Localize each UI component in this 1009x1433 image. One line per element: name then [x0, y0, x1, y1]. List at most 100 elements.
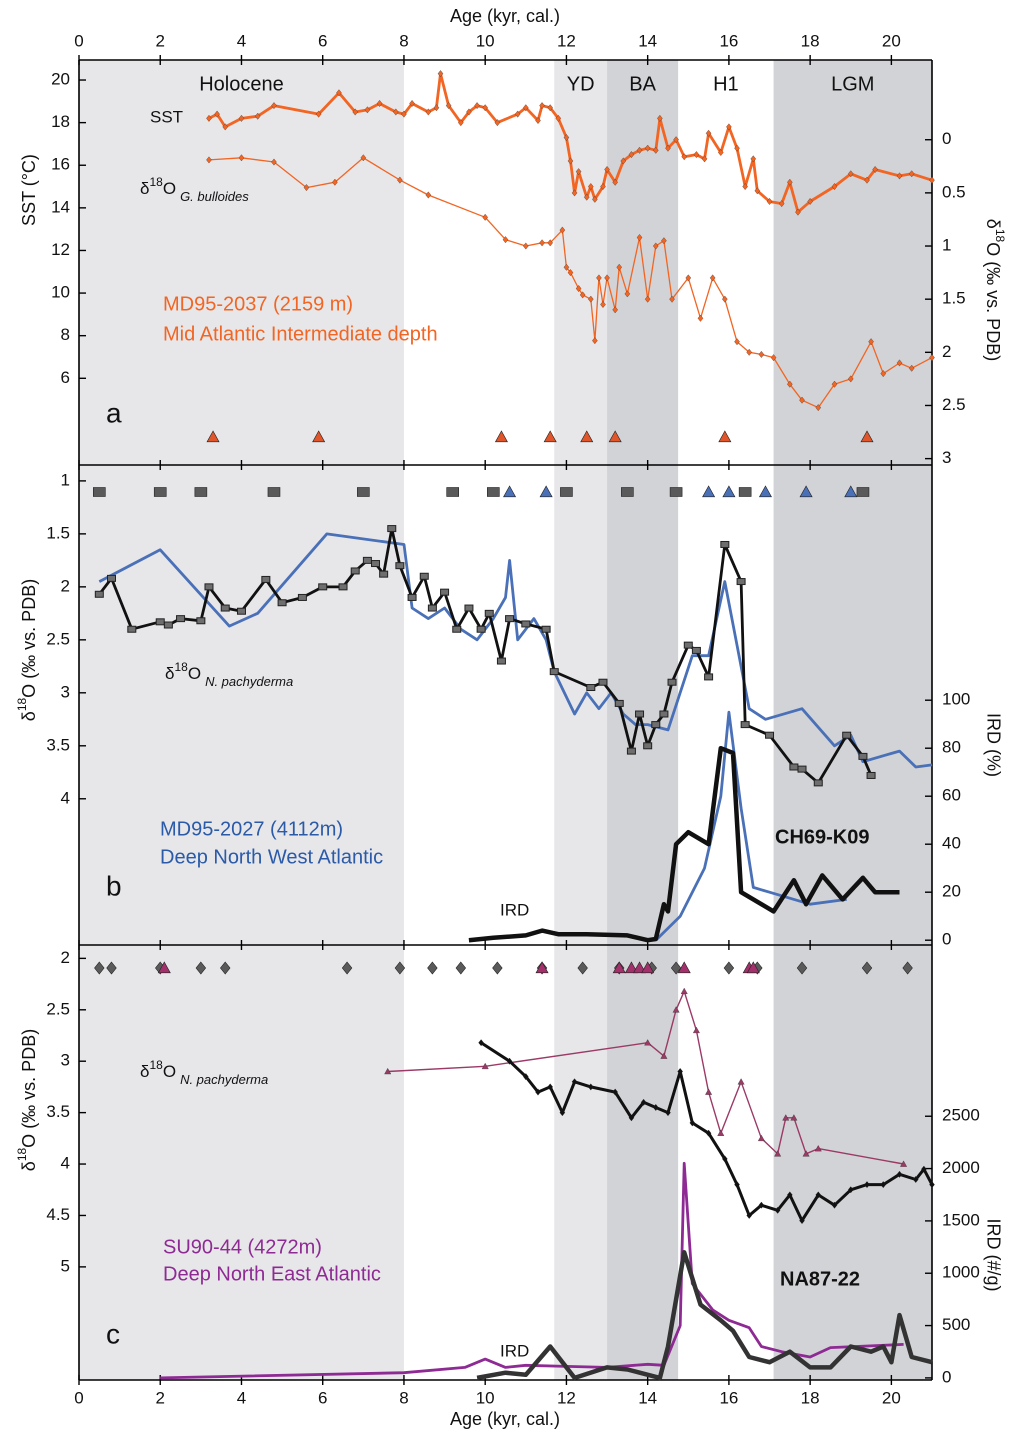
y2-tick-label: 40: [942, 834, 961, 853]
marker: [238, 154, 245, 162]
marker: [204, 583, 214, 591]
y-tick-label: 2: [61, 576, 70, 595]
marker: [737, 1078, 745, 1085]
period-label: H1: [713, 73, 739, 95]
marker: [872, 166, 878, 173]
marker: [567, 157, 574, 165]
x-tick-label: 10: [476, 31, 495, 50]
x-tick-label: 4: [237, 31, 246, 50]
age-control: [738, 487, 752, 497]
marker: [437, 70, 444, 78]
label-part: O (‰ vs. PDB): [19, 579, 39, 698]
age-control: [560, 487, 573, 497]
label-part: O: [163, 179, 176, 198]
age-control: [503, 485, 517, 498]
annotation: MD95-2027 (4112m): [160, 818, 343, 840]
marker: [494, 119, 501, 127]
marker: [196, 617, 206, 625]
x-tick-label: 12: [557, 1388, 576, 1407]
label-part: N. pachyderma: [205, 674, 293, 689]
period-label: YD: [567, 73, 595, 95]
age-control: [492, 961, 503, 975]
marker: [705, 1129, 712, 1137]
annotation: IRD: [500, 1341, 529, 1360]
marker: [709, 274, 716, 282]
marker: [155, 618, 165, 626]
marker: [214, 110, 220, 118]
y-axis-label: SST (°C): [19, 154, 39, 226]
marker: [360, 154, 367, 162]
age-control: [194, 487, 208, 497]
x-tick-label: 14: [638, 1388, 657, 1407]
age-control: [669, 487, 683, 497]
marker: [476, 625, 486, 633]
marker: [734, 1181, 740, 1189]
marker: [746, 348, 752, 356]
marker: [778, 200, 785, 208]
marker: [754, 187, 761, 195]
marker: [395, 562, 405, 570]
y-tick-label: 18: [51, 112, 70, 131]
x-tick-label: 16: [719, 1388, 738, 1407]
label-part: O: [188, 664, 201, 683]
marker: [583, 193, 590, 201]
marker: [271, 158, 277, 166]
marker: [628, 1114, 635, 1122]
marker: [547, 104, 553, 112]
marker: [220, 604, 230, 612]
marker: [547, 239, 553, 247]
marker: [799, 396, 805, 404]
age-control: [624, 961, 638, 974]
marker: [376, 100, 383, 107]
marker: [592, 195, 598, 203]
annotation: MD95-2037 (2159 m): [163, 293, 353, 315]
marker: [364, 106, 371, 114]
x-tick-label: 6: [318, 1388, 327, 1407]
x-tick-label: 0: [74, 1388, 83, 1407]
marker: [407, 593, 417, 601]
annotation: CH69-K09: [775, 826, 869, 848]
marker: [858, 752, 868, 760]
marker: [401, 110, 407, 118]
y-tick-label: 16: [51, 155, 70, 174]
marker: [598, 678, 608, 686]
marker: [896, 172, 903, 180]
marker: [697, 314, 704, 322]
label-part: 18: [993, 229, 1007, 243]
marker: [880, 1181, 887, 1189]
marker: [514, 110, 521, 118]
marker: [653, 242, 659, 250]
marker: [502, 236, 509, 244]
marker: [384, 1067, 392, 1075]
marker: [106, 574, 116, 582]
age-control: [94, 961, 105, 975]
marker: [535, 117, 541, 124]
y2-tick-label: 0.5: [942, 182, 966, 201]
marker: [848, 1186, 854, 1194]
y2-axis-label: IRD (#/g): [983, 1218, 1003, 1291]
marker: [651, 721, 661, 729]
marker: [746, 1212, 752, 1219]
y2-tick-label: 3: [942, 448, 951, 467]
age-control: [861, 961, 873, 975]
marker: [929, 354, 935, 362]
marker: [612, 1088, 618, 1096]
marker: [505, 615, 515, 623]
marker: [163, 621, 173, 629]
age-control: [670, 961, 682, 975]
age-control: [799, 485, 813, 498]
marker: [559, 1109, 566, 1117]
marker: [831, 1201, 838, 1209]
series-line: [98, 532, 933, 769]
marker: [393, 108, 399, 116]
marker: [482, 213, 488, 221]
age-control: [106, 961, 117, 975]
marker: [539, 239, 545, 247]
age-control: [860, 430, 874, 443]
marker: [799, 1217, 805, 1225]
x-tick-label: 10: [476, 1388, 495, 1407]
marker: [815, 404, 822, 412]
marker: [929, 176, 935, 184]
age-control: [267, 487, 281, 497]
